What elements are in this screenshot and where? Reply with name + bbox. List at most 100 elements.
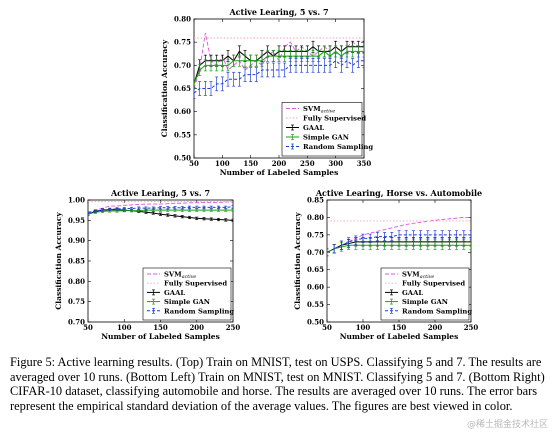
error-bar-gaal bbox=[159, 212, 162, 216]
error-bar-sgan bbox=[469, 240, 471, 250]
error-bar-random bbox=[283, 62, 287, 78]
y-tick-label: 0.70 bbox=[307, 248, 324, 257]
error-bar-gaal bbox=[151, 211, 155, 215]
error-bar-random bbox=[294, 58, 298, 73]
error-bar-random bbox=[159, 206, 162, 210]
error-bar-random bbox=[194, 87, 196, 100]
error-bar-random bbox=[328, 58, 332, 73]
legend-label: Simple GAN bbox=[164, 298, 210, 306]
x-axis-label: Number of Labeled Samples bbox=[101, 332, 220, 341]
series-line-svm bbox=[327, 216, 471, 253]
legend-label: Fully Supervised bbox=[303, 115, 366, 123]
error-bar-random bbox=[455, 230, 459, 240]
error-bar-random bbox=[260, 62, 264, 78]
error-bar-random bbox=[188, 205, 191, 209]
legend-item-random: Random Sampling bbox=[147, 307, 234, 315]
error-bar-sgan bbox=[203, 59, 207, 72]
y-tick-label: 0.50 bbox=[174, 154, 191, 163]
legend-label: Random Sampling bbox=[164, 307, 234, 315]
error-bar-gaal bbox=[209, 217, 213, 221]
legend-item-fully: Fully Supervised bbox=[147, 280, 227, 288]
error-bar-random bbox=[411, 230, 415, 240]
y-tick-label: 1.00 bbox=[68, 196, 85, 205]
error-bar-sgan bbox=[411, 240, 415, 250]
legend-label: Simple GAN bbox=[402, 298, 448, 306]
y-axis-label: Classification Accuracy bbox=[160, 39, 169, 137]
error-bar-gaal bbox=[195, 216, 199, 220]
error-bar-sgan bbox=[462, 240, 466, 250]
x-tick-label: 150 bbox=[243, 159, 258, 168]
x-tick-label: 250 bbox=[300, 159, 315, 168]
y-tick-label: 0.75 bbox=[68, 297, 85, 306]
error-bar-gaal bbox=[180, 215, 184, 219]
error-bar-random bbox=[202, 205, 206, 209]
error-bar-random bbox=[354, 235, 358, 245]
x-tick-label: 150 bbox=[153, 323, 168, 332]
y-tick-label: 0.65 bbox=[174, 84, 191, 93]
series-sgan bbox=[194, 45, 364, 89]
legend-box bbox=[380, 267, 470, 321]
error-bar-sgan bbox=[232, 54, 236, 67]
site-watermark: @稀土掘金技术社区 bbox=[466, 420, 548, 430]
error-bar-sgan bbox=[224, 208, 228, 212]
x-tick-label: 100 bbox=[117, 323, 132, 332]
legend-label: SVMactive bbox=[303, 105, 335, 115]
error-bar-random bbox=[198, 81, 202, 96]
legend-item-gaal: GAAL bbox=[147, 289, 185, 297]
error-bar-random bbox=[215, 76, 219, 92]
plot-area bbox=[327, 216, 471, 257]
error-bar-random bbox=[231, 205, 233, 209]
figure-caption: Figure 5: Active learning results. (Top)… bbox=[10, 355, 545, 413]
error-bar-random bbox=[288, 58, 292, 73]
error-bar-sgan bbox=[447, 240, 451, 250]
error-bar-random bbox=[217, 205, 220, 209]
legend-label: Random Sampling bbox=[303, 143, 373, 151]
legend-item-svm: SVMactive bbox=[385, 271, 434, 280]
error-bar-random bbox=[311, 58, 315, 73]
error-bar-random bbox=[305, 58, 309, 73]
chart-title: Active Learing, Horse vs. Automobile bbox=[315, 188, 482, 198]
x-tick-label: 200 bbox=[428, 323, 443, 332]
legend-label: GAAL bbox=[303, 124, 324, 132]
error-bar-random bbox=[334, 53, 338, 69]
error-bar-random bbox=[339, 240, 343, 250]
error-bar-random bbox=[433, 230, 437, 240]
error-bar-random bbox=[322, 58, 326, 73]
error-bar-sgan bbox=[231, 208, 233, 212]
chart-2: Active Learing, 5 vs. 7 50 100 150 200 250 0.7… bbox=[54, 188, 240, 341]
error-bar-random bbox=[115, 207, 119, 211]
error-bar-sgan bbox=[217, 208, 220, 212]
error-bar-random bbox=[180, 206, 184, 210]
error-bar-random bbox=[332, 244, 336, 254]
y-tick-label: 0.55 bbox=[174, 130, 191, 139]
error-bar-sgan bbox=[404, 240, 408, 250]
legend-item-sgan: Simple GAN bbox=[147, 298, 210, 306]
error-bar-random bbox=[368, 233, 372, 243]
error-bar-random bbox=[220, 76, 224, 92]
error-bar-random bbox=[277, 62, 281, 78]
error-bar-random bbox=[232, 71, 236, 87]
error-bar-sgan bbox=[254, 54, 258, 67]
error-bar-gaal bbox=[188, 215, 191, 220]
error-bar-random bbox=[351, 58, 355, 73]
y-axis-label: Classification Accuracy bbox=[293, 212, 302, 310]
error-bar-random bbox=[144, 206, 148, 210]
legend-item-sgan: Simple GAN bbox=[385, 298, 448, 306]
y-tick-label: 0.60 bbox=[174, 107, 191, 116]
error-bar-random bbox=[447, 230, 451, 240]
error-bar-sgan bbox=[243, 54, 247, 67]
error-bar-random bbox=[108, 207, 112, 211]
legend-label: GAAL bbox=[164, 289, 185, 297]
error-bar-random bbox=[137, 206, 141, 210]
error-bar-sgan bbox=[271, 50, 275, 62]
error-bar-sgan bbox=[362, 45, 364, 58]
error-bar-random bbox=[88, 211, 90, 215]
error-bar-random bbox=[397, 230, 401, 240]
error-bar-random bbox=[347, 237, 351, 247]
y-tick-label: 0.80 bbox=[307, 213, 324, 222]
legend-item-gaal: GAAL bbox=[286, 124, 324, 132]
error-bar-sgan bbox=[202, 208, 206, 212]
plot-area bbox=[88, 201, 233, 222]
